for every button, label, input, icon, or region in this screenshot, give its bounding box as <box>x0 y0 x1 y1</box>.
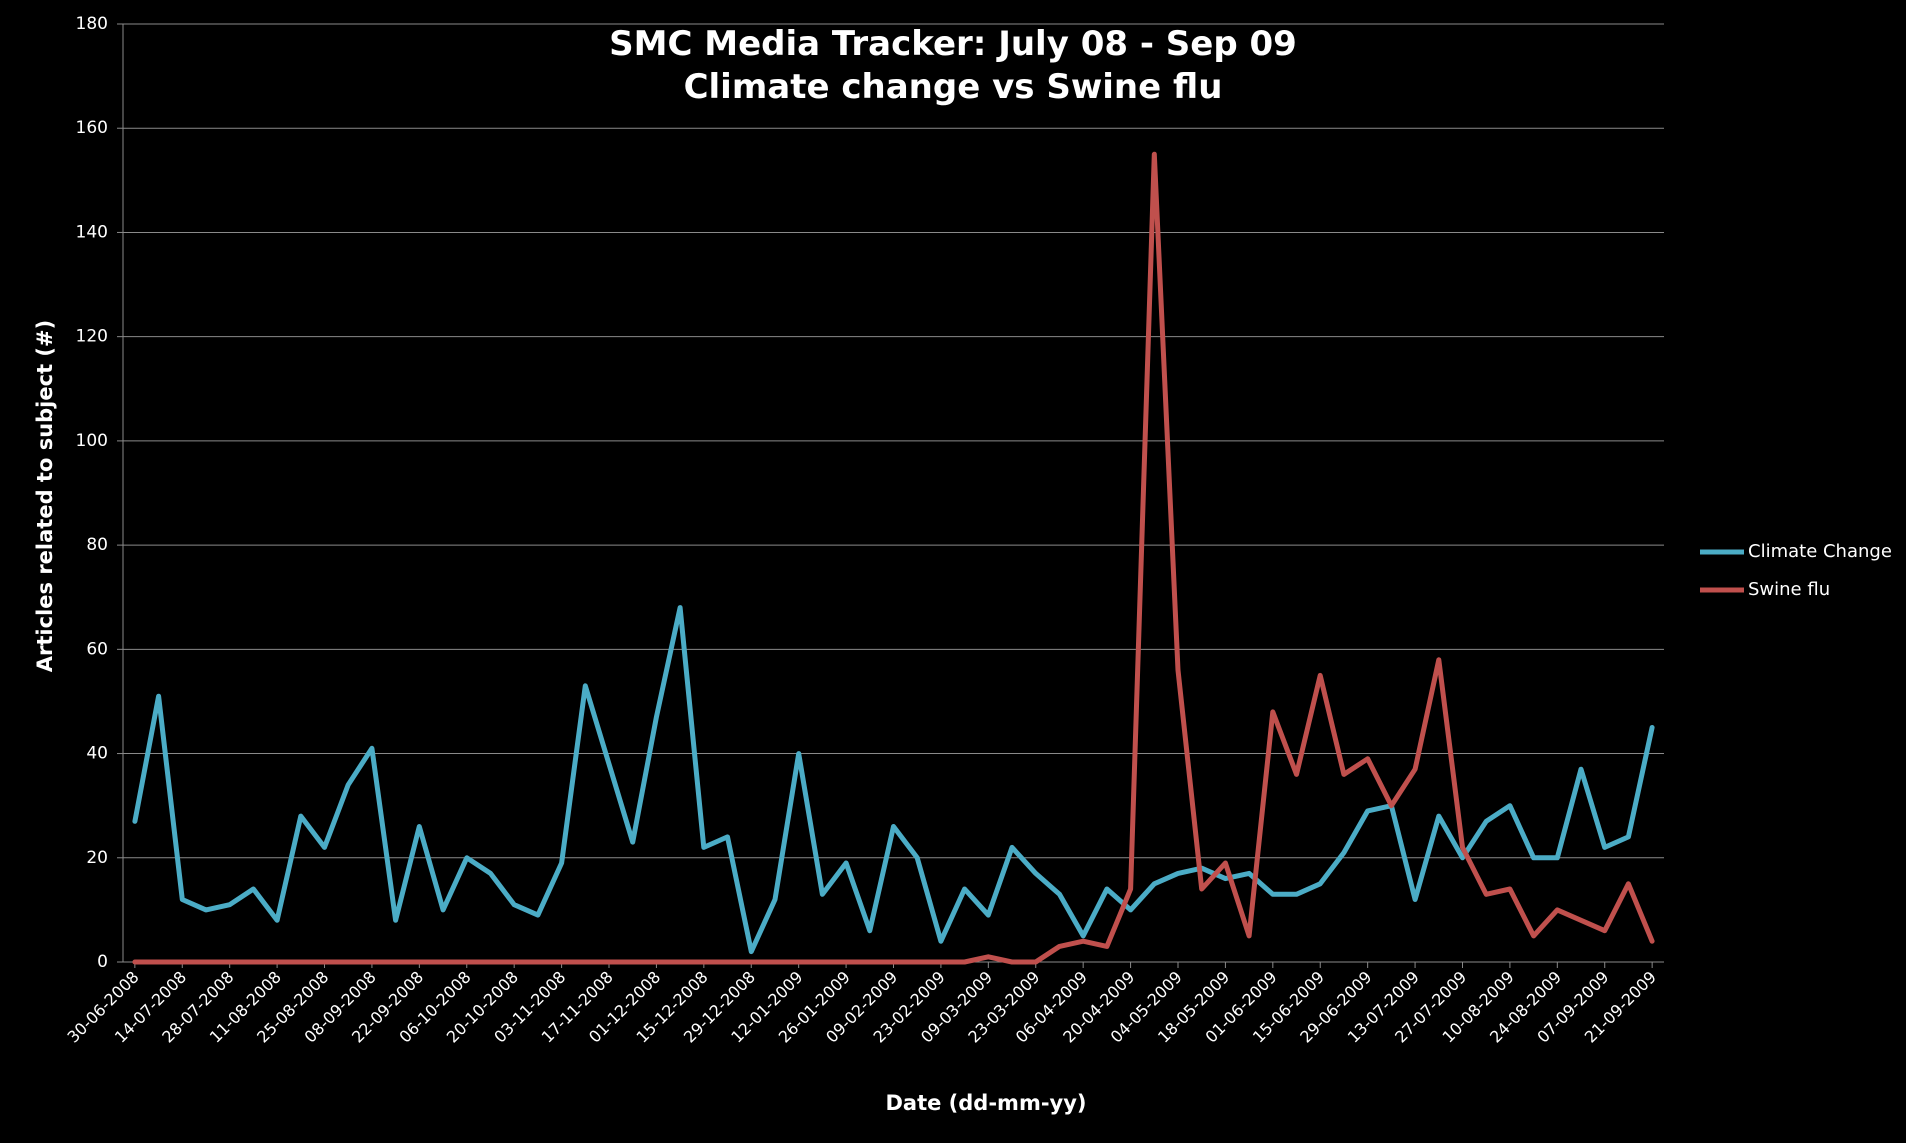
series-line-0 <box>132 605 1655 955</box>
series-lines <box>132 151 1655 965</box>
y-tick-label: 40 <box>86 744 108 764</box>
x-axis-title: Date (dd-mm-yy) <box>885 1091 1086 1115</box>
y-axis-title: Articles related to subject (#) <box>33 320 57 672</box>
legend-label-0: Climate Change <box>1748 541 1892 562</box>
y-tick-label: 20 <box>86 848 108 868</box>
y-tick-label: 140 <box>76 222 108 242</box>
y-tick-label: 180 <box>76 14 108 34</box>
y-tick-label: 80 <box>86 535 108 555</box>
legend-label-1: Swine flu <box>1748 579 1830 600</box>
y-tick-label: 160 <box>76 118 108 138</box>
chart-title-line-2: Climate change vs Swine flu <box>684 67 1223 107</box>
chart-title-line-1: SMC Media Tracker: July 08 - Sep 09 <box>609 24 1297 64</box>
y-axis-ticks: 0 20 40 60 80 100 120 140 160 180 <box>76 14 108 972</box>
x-axis-ticks: 30-06-200814-07-200828-07-200811-08-2008… <box>63 967 1659 1046</box>
series-line-1 <box>132 151 1655 965</box>
y-tick-label: 120 <box>76 327 108 347</box>
y-tick-label: 100 <box>76 431 108 451</box>
y-tick-label: 60 <box>86 639 108 659</box>
legend: Climate Change Swine flu <box>1700 541 1892 600</box>
y-tick-label: 0 <box>97 952 108 972</box>
gridlines <box>117 23 1664 968</box>
